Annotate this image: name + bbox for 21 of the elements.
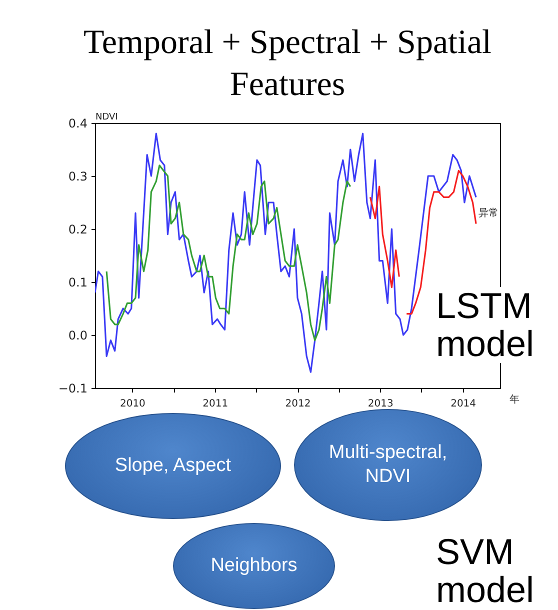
y-tick-label: 0.1: [68, 276, 88, 290]
text: SVM model: [432, 531, 558, 610]
x-tick-label: 2014: [450, 398, 476, 410]
x-tick-label: 2010: [120, 398, 146, 410]
y-tick-label: 0.3: [68, 170, 88, 184]
oval-shape: Neighbors: [173, 523, 335, 609]
y-tick-label: −0.1: [58, 382, 88, 396]
oval-shape: Multi-spectral, NDVI: [294, 409, 482, 521]
annotation: 异常: [478, 207, 499, 220]
y-tick-label: 0.4: [68, 116, 88, 130]
y-tick-label: 0.2: [68, 222, 88, 236]
chart-title: Temporal + Spectral + Spatial Features: [82, 23, 492, 105]
line-series: [106, 164, 352, 342]
x-tick-label: 2013: [368, 398, 394, 410]
annotation: LSTM model: [432, 285, 558, 364]
x-axis-title: 年: [510, 394, 520, 406]
oval-shape: Slope, Aspect: [65, 413, 281, 519]
y-axis-title: NDVI: [96, 112, 118, 122]
x-tick-label: 2012: [285, 398, 311, 410]
x-tick-label: 2011: [202, 398, 228, 410]
y-tick-label: 0.0: [68, 328, 88, 342]
